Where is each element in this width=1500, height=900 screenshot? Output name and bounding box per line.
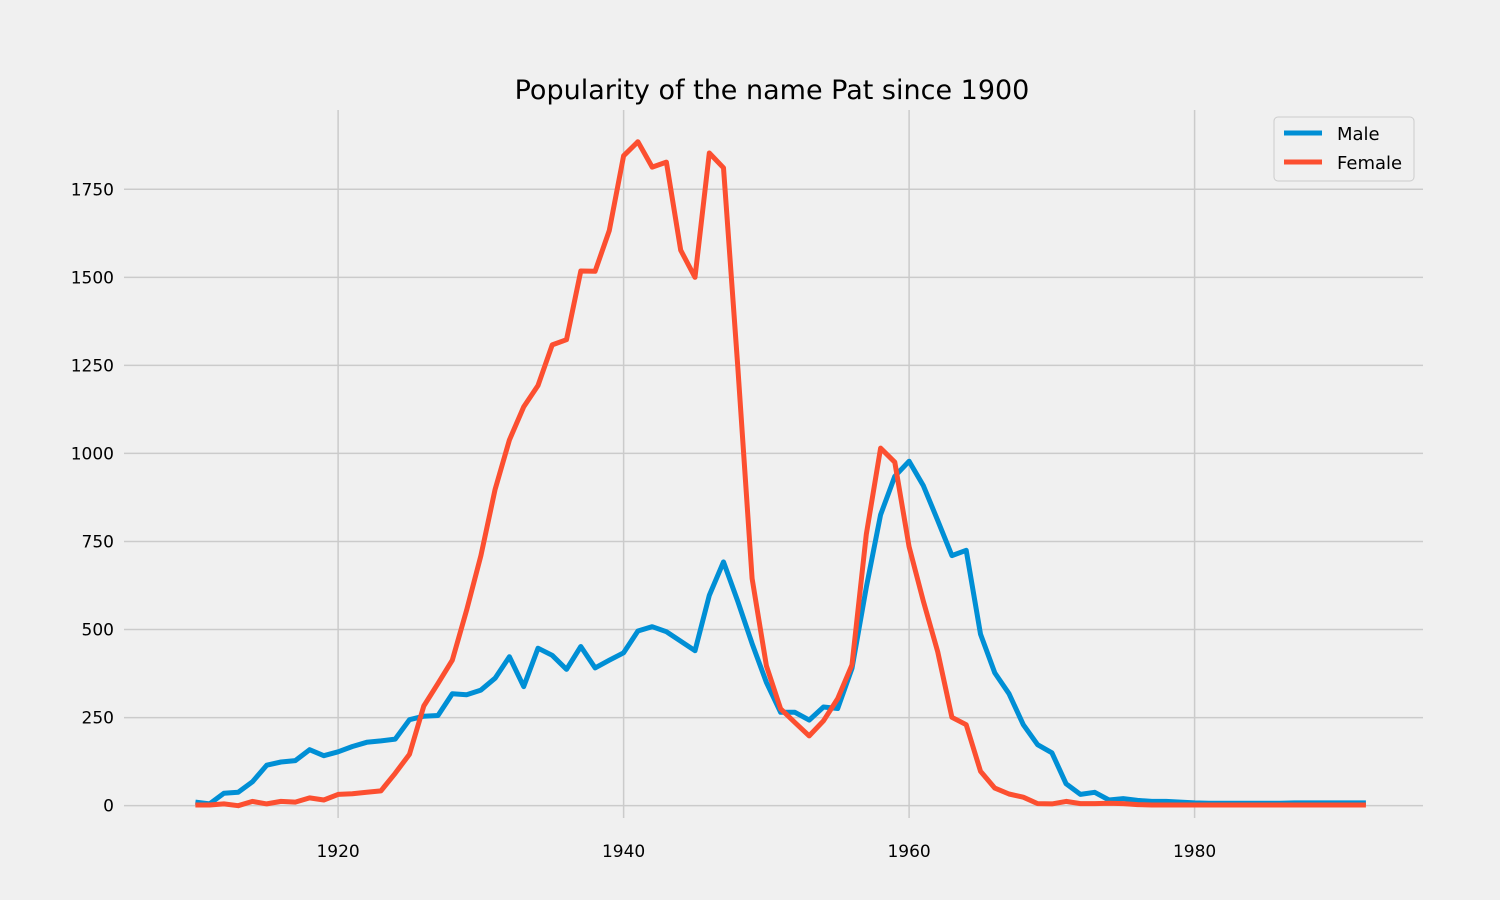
y-tick-label: 0 — [103, 797, 114, 817]
y-tick-label: 250 — [82, 709, 114, 729]
chart-title: Popularity of the name Pat since 1900 — [515, 75, 1030, 106]
x-tick-label: 1960 — [887, 842, 930, 862]
series-line-male — [195, 458, 1366, 807]
y-tick-label: 1250 — [71, 356, 114, 376]
y-tick-label: 750 — [82, 532, 114, 552]
series-lines — [195, 139, 1366, 809]
x-axis-ticks: 1920 1940 1960 1980 — [316, 842, 1216, 862]
legend-label-male: Male — [1337, 124, 1380, 145]
legend-label-female: Female — [1337, 153, 1402, 174]
y-tick-label: 500 — [82, 621, 114, 641]
y-tick-label: 1000 — [71, 444, 114, 464]
x-tick-label: 1940 — [602, 842, 645, 862]
x-tick-label: 1920 — [316, 842, 359, 862]
y-tick-label: 1500 — [71, 268, 114, 288]
series-line-female — [195, 139, 1366, 809]
x-tick-label: 1980 — [1173, 842, 1216, 862]
legend: Male Female — [1273, 116, 1415, 182]
y-tick-label: 1750 — [71, 180, 114, 200]
y-axis-ticks: 0 250 500 750 1000 1250 1500 1750 — [71, 180, 114, 816]
